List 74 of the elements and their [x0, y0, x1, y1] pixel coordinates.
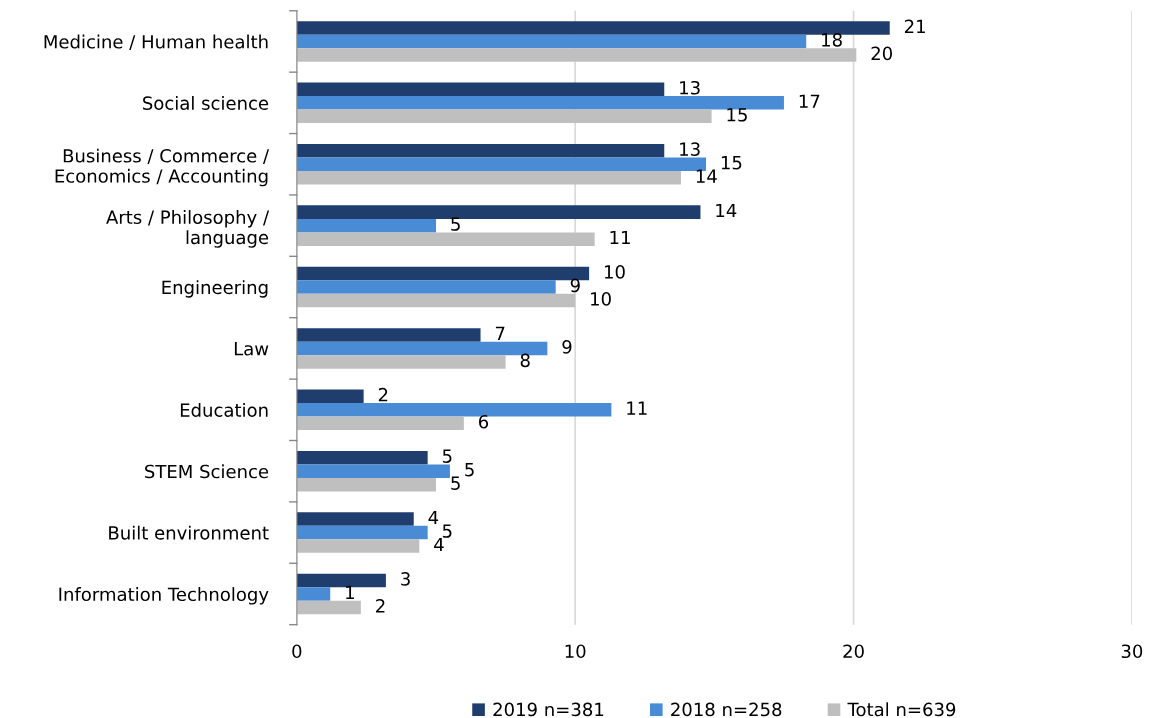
- bar: [296, 328, 481, 342]
- y-tick-label: Information Technology: [59, 587, 269, 605]
- bar: [296, 96, 784, 110]
- data-label: 8: [520, 353, 530, 368]
- data-label: 1: [346, 585, 354, 599]
- bar: [296, 34, 807, 49]
- y-tick-label: Business / Commerce / Economics / Accounting: [55, 148, 270, 187]
- bar: [296, 464, 450, 478]
- data-label: 7: [495, 326, 505, 340]
- legend-label: 2018 n=258: [671, 702, 782, 717]
- legend-label: 2019 n=381: [493, 702, 604, 717]
- y-tick-label: STEM Science: [145, 464, 269, 479]
- bar: [296, 525, 428, 540]
- data-label: 9: [570, 278, 580, 293]
- y-tick-label: Medicine / Human health: [44, 34, 268, 50]
- bar: [296, 450, 428, 465]
- data-label: 17: [799, 94, 820, 108]
- bar: [296, 109, 712, 124]
- bar: [296, 280, 556, 294]
- bar: [296, 205, 701, 219]
- data-label: 10: [591, 292, 611, 306]
- bar: [296, 512, 414, 526]
- data-label: 2: [378, 387, 388, 402]
- y-tick-label: Built environment: [109, 525, 269, 540]
- data-label: 5: [442, 449, 452, 463]
- data-label: 4: [434, 537, 444, 552]
- y-tick-label: Arts / Philosophy / language: [106, 210, 270, 248]
- bar: [296, 293, 576, 308]
- legend-label: Total n=639: [847, 702, 956, 717]
- data-label: 5: [451, 217, 460, 231]
- bar: [296, 21, 890, 35]
- data-label: 13: [680, 80, 700, 95]
- bar: [296, 477, 437, 492]
- data-label: 6: [479, 414, 489, 429]
- y-tick-label: Law: [234, 342, 269, 356]
- data-label: 15: [727, 108, 747, 122]
- bar: [296, 48, 857, 62]
- bar: [296, 171, 681, 185]
- x-tick-label: 20: [843, 644, 864, 659]
- data-label: 10: [604, 265, 625, 279]
- data-label: 14: [696, 169, 717, 183]
- bar: [296, 82, 665, 97]
- data-label: 15: [721, 156, 742, 170]
- x-tick-label: 0: [292, 644, 302, 659]
- data-label: 3: [401, 572, 410, 586]
- data-label: 11: [627, 401, 647, 415]
- bar: [296, 587, 331, 601]
- bar: [296, 232, 595, 246]
- y-tick-label: Education: [180, 402, 268, 417]
- y-tick-label: Social science: [143, 95, 269, 110]
- data-label: 2: [376, 599, 385, 613]
- bar: [296, 416, 464, 431]
- data-label: 5: [442, 524, 452, 538]
- x-tick-label: 30: [1121, 644, 1143, 659]
- data-label: 18: [822, 33, 842, 47]
- bar: [296, 143, 665, 158]
- data-label: 9: [562, 339, 572, 354]
- data-label: 13: [680, 142, 700, 156]
- bar: [296, 389, 364, 404]
- data-label: 4: [428, 510, 439, 525]
- bar: [296, 539, 420, 553]
- data-label: 14: [716, 203, 737, 218]
- data-label: 11: [610, 230, 630, 245]
- bar: [296, 218, 437, 233]
- bar: [296, 600, 361, 615]
- data-label: 21: [904, 19, 925, 33]
- data-label: 5: [465, 463, 474, 477]
- bar: [296, 157, 707, 171]
- x-tick-label: 10: [565, 644, 586, 659]
- data-label: 5: [451, 476, 460, 490]
- data-label: 20: [871, 46, 892, 61]
- bar: [296, 355, 506, 369]
- y-tick-label: Engineering: [162, 280, 268, 298]
- bar: [296, 403, 612, 417]
